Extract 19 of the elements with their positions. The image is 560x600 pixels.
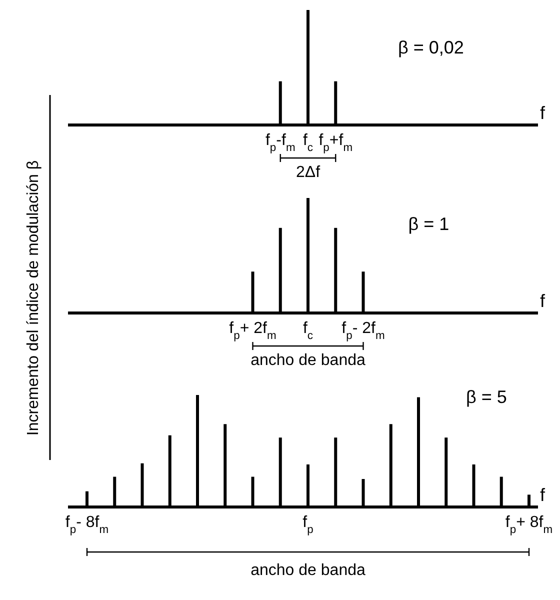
- x-tick-label: f$_{p}$- 8f$_{m}$: [65, 514, 109, 536]
- x-axis-title: f: [540, 485, 546, 505]
- y-axis-title: Incremento del índice de modulación β: [25, 160, 42, 436]
- annotation: β = 0,02: [398, 38, 464, 58]
- x-tick-label: f$_{c}$: [302, 132, 314, 154]
- annotation: β = 5: [466, 386, 507, 407]
- x-axis-title: f: [540, 291, 546, 311]
- text: ancho de banda: [250, 352, 366, 369]
- text: 2Δf: [296, 164, 321, 181]
- x-tick-label: f$_{p}$+f$_{m}$: [318, 132, 353, 154]
- x-axis-title: f: [540, 103, 546, 123]
- x-tick-label: f$_{p}$-f$_{m}$: [265, 132, 296, 154]
- text: ancho de banda: [250, 562, 366, 579]
- x-tick-label: f$_{p}$- 2f$_{m}$: [342, 320, 385, 342]
- annotation: β = 1: [408, 214, 450, 234]
- x-tick-label: f$_{p}$+ 2f$_{m}$: [229, 320, 276, 342]
- x-tick-label: f$_{p}$: [302, 514, 314, 536]
- x-tick-label: f$_{p}$+ 8f$_{m}$: [505, 514, 553, 536]
- x-tick-label: f$_{c}$: [302, 320, 314, 342]
